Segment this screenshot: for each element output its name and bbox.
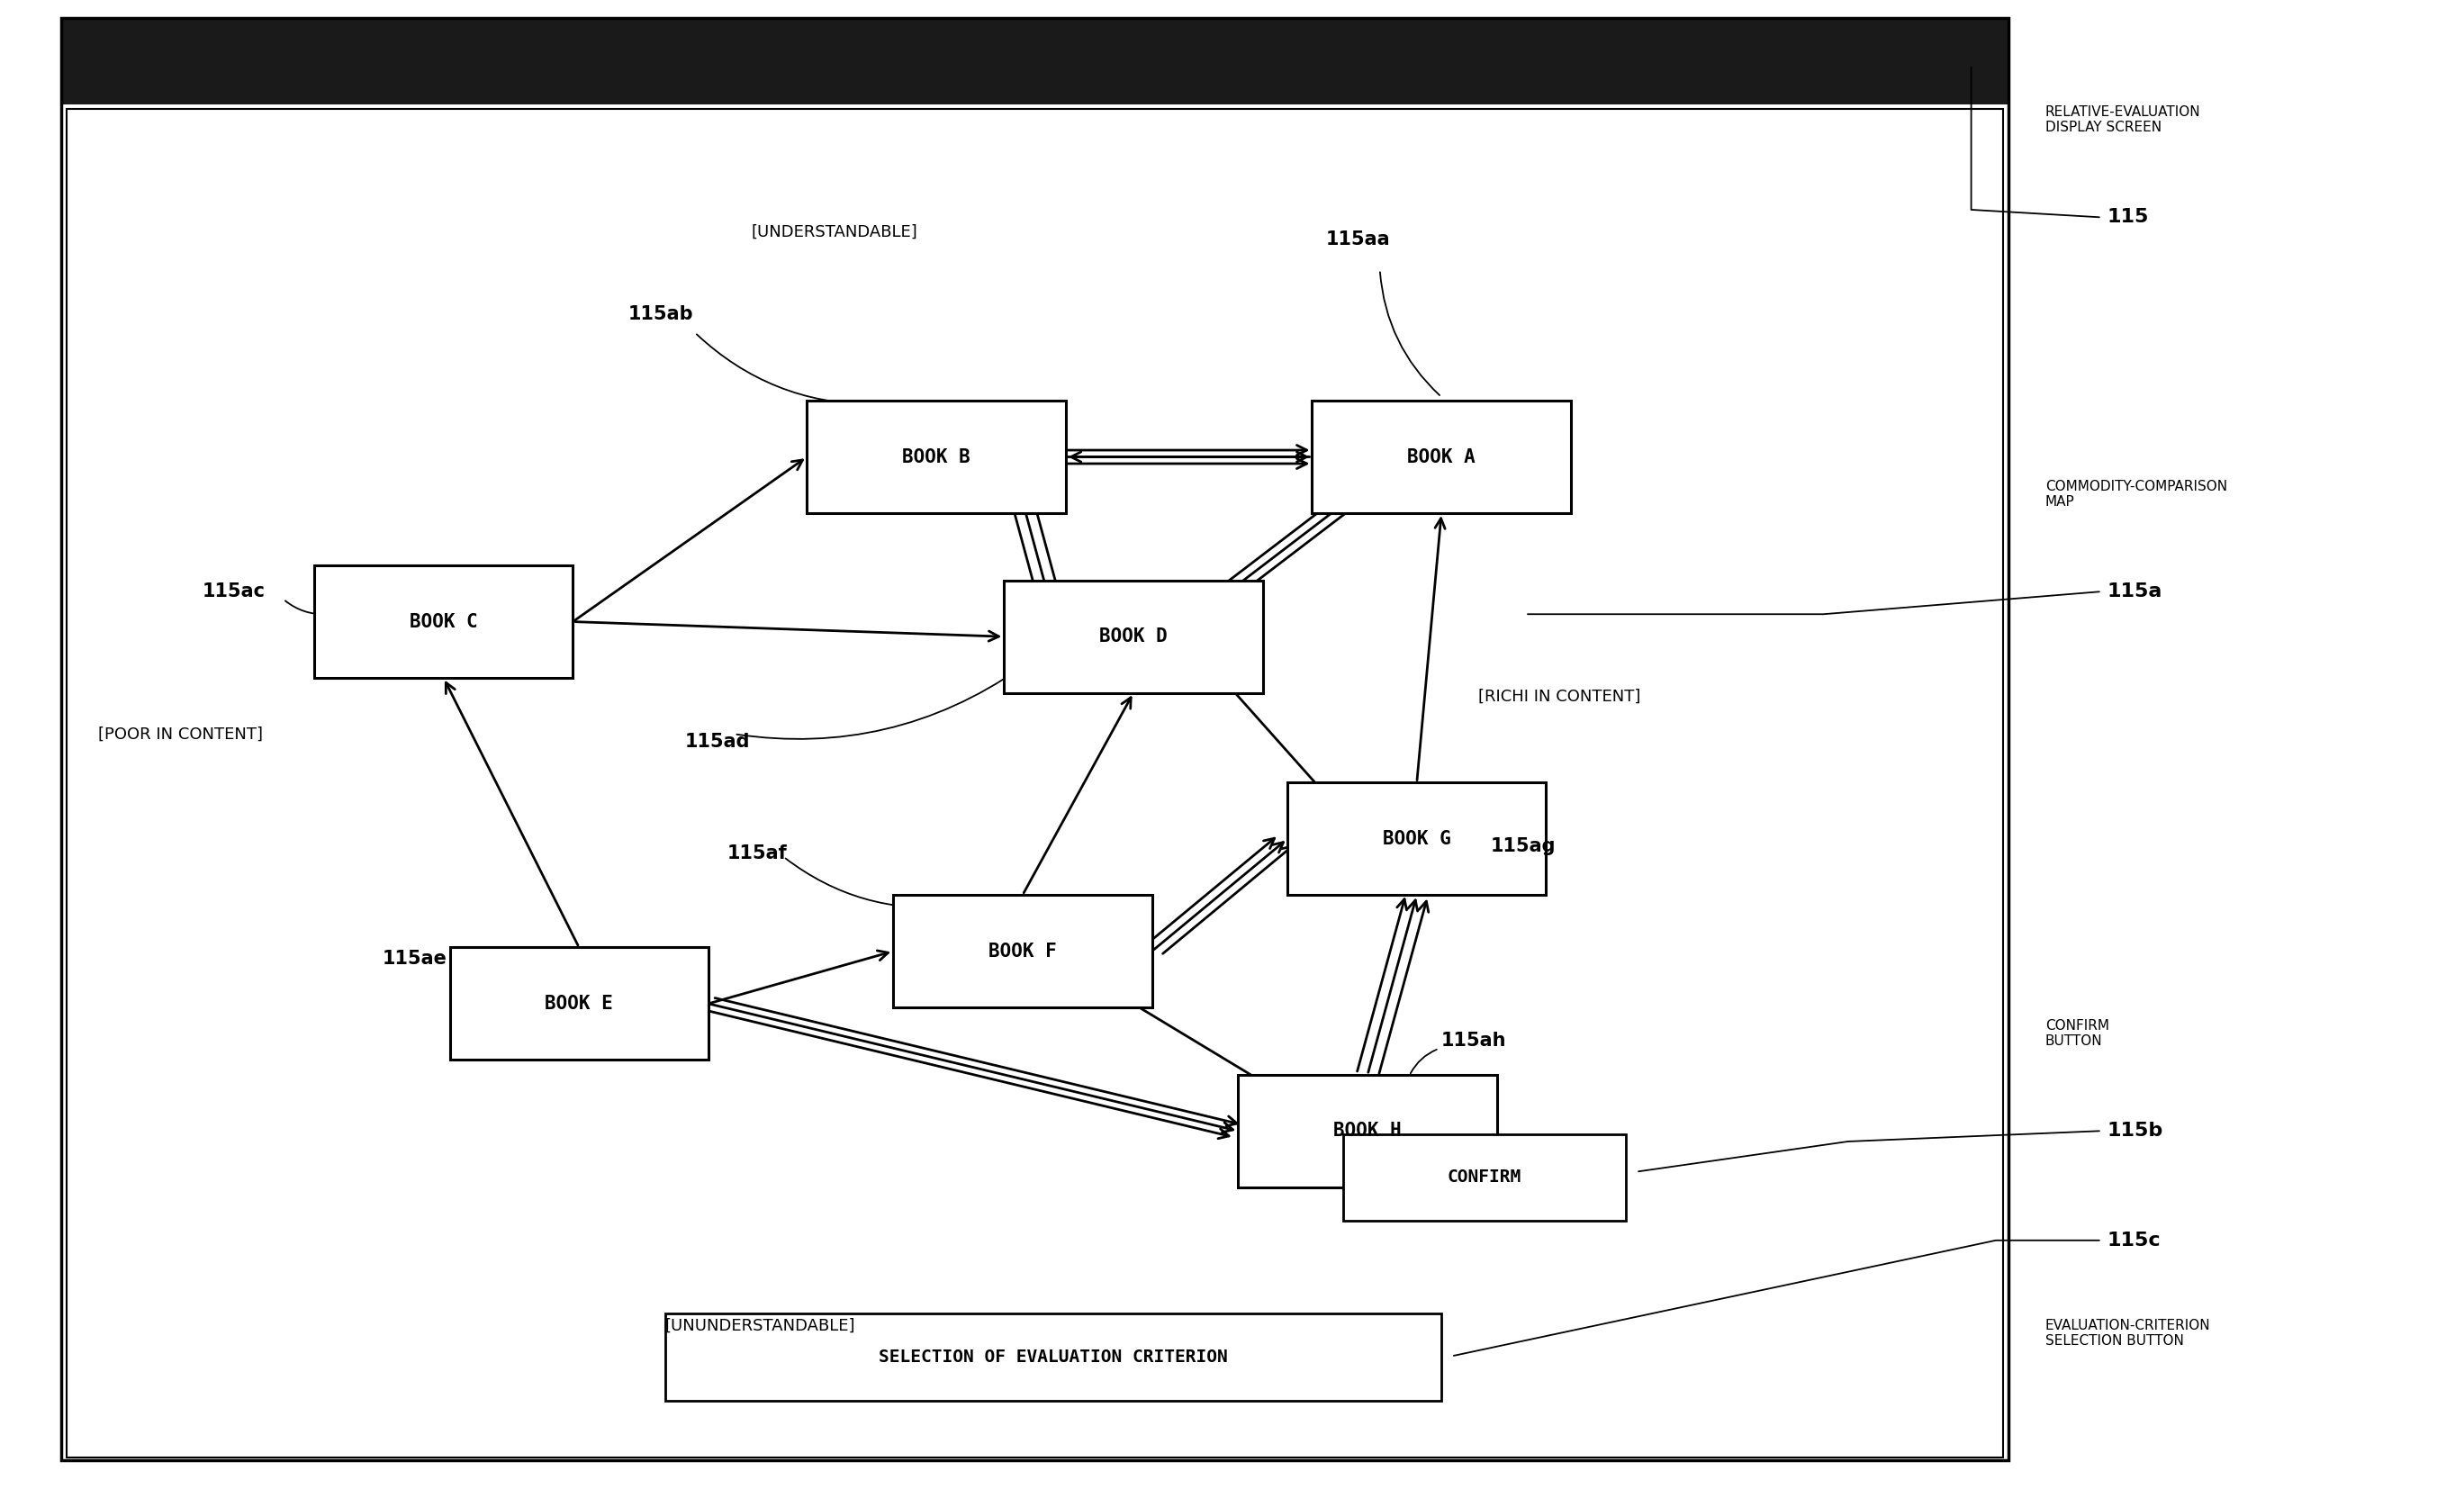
Text: CONFIRM: CONFIRM (1446, 1168, 1523, 1186)
Bar (448, 947, 710, 1059)
Text: COMMODITY-COMPARISON
MAP: COMMODITY-COMPARISON MAP (2045, 479, 2227, 509)
Text: BOOK D: BOOK D (1099, 628, 1168, 646)
Text: BOOK C: BOOK C (409, 613, 478, 631)
Text: 115ad: 115ad (685, 733, 749, 750)
Text: 115c: 115c (2107, 1231, 2161, 1249)
Bar (67, 109, 2003, 1458)
Text: [UNUNDERSTANDABLE]: [UNUNDERSTANDABLE] (665, 1318, 855, 1333)
Bar (808, 401, 1064, 512)
Bar (62, 18, 2008, 1461)
Bar (1343, 1134, 1626, 1221)
Text: [RICHI IN CONTENT]: [RICHI IN CONTENT] (1478, 689, 1641, 704)
Bar (665, 1314, 1441, 1401)
Text: 115af: 115af (727, 845, 786, 863)
Text: 115aa: 115aa (1326, 231, 1390, 249)
Text: [UNDERSTANDABLE]: [UNDERSTANDABLE] (752, 225, 919, 240)
Text: 115ae: 115ae (382, 950, 446, 968)
Text: BOOK A: BOOK A (1407, 448, 1476, 466)
Text: SELECTION OF EVALUATION CRITERION: SELECTION OF EVALUATION CRITERION (880, 1348, 1227, 1366)
Text: BOOK B: BOOK B (902, 448, 971, 466)
Text: 115b: 115b (2107, 1122, 2163, 1140)
Text: 115ab: 115ab (628, 306, 695, 324)
Text: 115ah: 115ah (1441, 1032, 1506, 1050)
Text: BOOK E: BOOK E (545, 995, 614, 1013)
Text: BOOK H: BOOK H (1333, 1122, 1402, 1140)
Text: 115ag: 115ag (1491, 837, 1555, 855)
Text: BOOK G: BOOK G (1382, 830, 1451, 848)
Text: CONFIRM
BUTTON: CONFIRM BUTTON (2045, 1019, 2109, 1049)
Text: 115a: 115a (2107, 583, 2161, 601)
Bar (315, 566, 572, 677)
Bar (1239, 1076, 1498, 1186)
Bar (1311, 401, 1572, 512)
Text: EVALUATION-CRITERION
SELECTION BUTTON: EVALUATION-CRITERION SELECTION BUTTON (2045, 1318, 2210, 1348)
Bar (1005, 580, 1264, 692)
Text: RELATIVE-EVALUATION
DISPLAY SCREEN: RELATIVE-EVALUATION DISPLAY SCREEN (2045, 105, 2200, 135)
Text: 115: 115 (2107, 208, 2149, 226)
Text: 115ac: 115ac (202, 583, 266, 601)
Bar (892, 894, 1151, 1007)
Bar (1286, 782, 1547, 894)
Text: [POOR IN CONTENT]: [POOR IN CONTENT] (99, 727, 264, 742)
Bar (62, 18, 2008, 105)
Text: BOOK F: BOOK F (988, 942, 1057, 960)
